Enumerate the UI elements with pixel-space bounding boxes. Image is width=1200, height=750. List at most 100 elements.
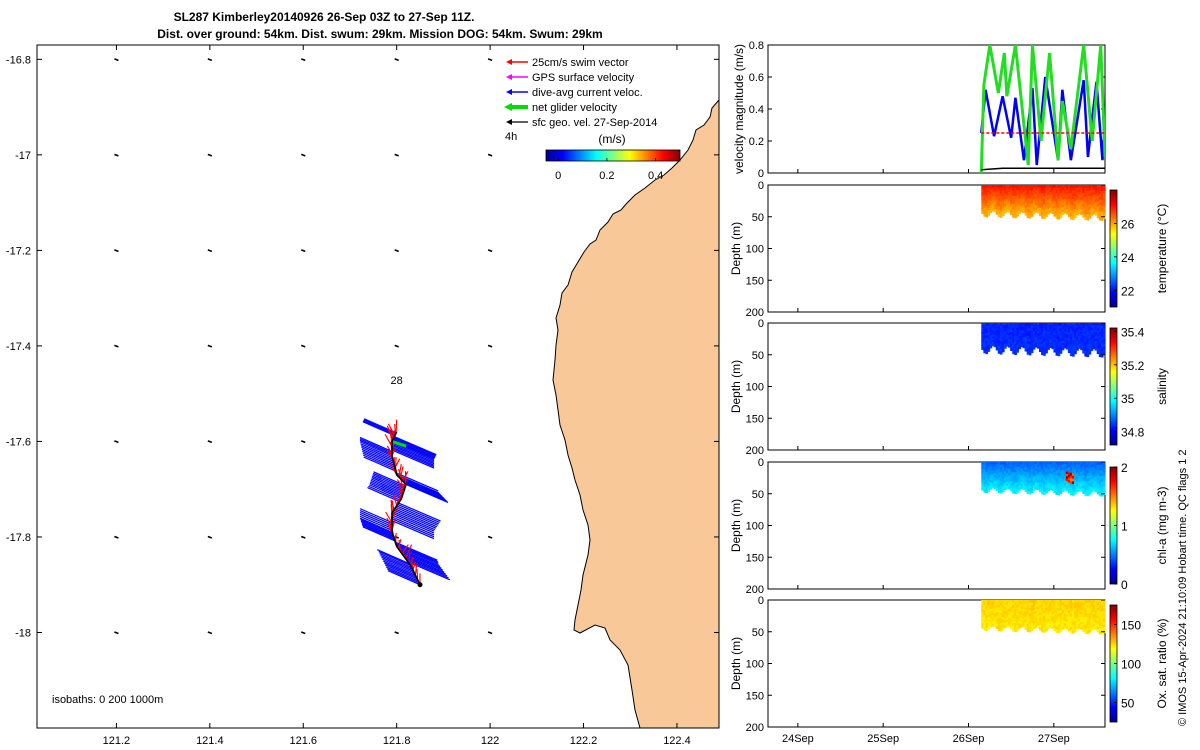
- swim-vector: [401, 544, 409, 554]
- section-cell: [1072, 613, 1075, 618]
- section-cell: [1008, 209, 1011, 213]
- section-cell: [1024, 600, 1028, 604]
- section-cell: [1045, 327, 1048, 332]
- section-cell: [1051, 621, 1055, 625]
- section-cell: [985, 185, 989, 189]
- section-cell: [1078, 331, 1081, 335]
- section-cell: [1072, 336, 1075, 341]
- section-cell: [1010, 212, 1013, 216]
- dive-avg-vector: [359, 508, 393, 524]
- section-cell: [993, 613, 997, 616]
- section-cell: [1098, 473, 1102, 477]
- section-cell: [981, 206, 984, 210]
- section-cell: [1057, 333, 1061, 338]
- section-cell: [989, 329, 993, 332]
- section-cell: [1067, 610, 1071, 614]
- section-cell: [1090, 200, 1094, 204]
- section-cell: [1039, 486, 1042, 490]
- section-cell: [1082, 485, 1085, 489]
- time-axis: 24Sep 25Sep 26Sep 27Sep: [782, 733, 1070, 745]
- section-cell: [1059, 475, 1063, 479]
- section-cell: [1059, 203, 1063, 207]
- section-cell: [1084, 473, 1088, 477]
- sfc-geo-arrow: [394, 58, 399, 62]
- section-cell: [1102, 328, 1106, 332]
- coastline-land: [552, 99, 719, 728]
- section-cell: [1072, 470, 1075, 474]
- section-cell: [1059, 615, 1063, 619]
- time-tick-label: 24Sep: [782, 733, 814, 745]
- section-cell: [1092, 612, 1096, 616]
- section-cell: [1010, 466, 1013, 470]
- dive-avg-vector: [391, 516, 435, 536]
- section-cell: [1012, 323, 1015, 327]
- section-cell: [991, 470, 995, 474]
- section-cell: [1065, 209, 1069, 213]
- section-cell: [1090, 185, 1094, 189]
- section-cell: [1102, 472, 1106, 477]
- section-cell: [1043, 207, 1046, 211]
- section-cell: [1061, 607, 1065, 611]
- section-cell: [1010, 602, 1013, 606]
- section-cell: [1022, 606, 1026, 610]
- section-cell: [1032, 464, 1036, 468]
- section-cell: [1045, 192, 1048, 197]
- section-cell: [1016, 185, 1020, 189]
- section-cell: [1078, 323, 1081, 326]
- section-cell: [1030, 340, 1034, 344]
- section-cell: [1057, 464, 1061, 469]
- section-cell: [1020, 486, 1024, 490]
- section-cell: [1030, 323, 1034, 327]
- section-cell: [1022, 484, 1026, 488]
- section-cell: [983, 345, 987, 349]
- section-cell: [987, 197, 991, 201]
- section-cell: [1059, 490, 1063, 494]
- section-cell: [1053, 192, 1057, 196]
- section-cell: [1074, 201, 1077, 205]
- section-cell: [1063, 618, 1067, 622]
- section-cell: [983, 342, 987, 346]
- section-cell: [1076, 189, 1079, 194]
- section-cell: [1045, 337, 1048, 342]
- section-cell: [1045, 203, 1048, 207]
- section-cell: [1006, 604, 1009, 608]
- section-cell: [1063, 609, 1067, 613]
- section-cell: [999, 474, 1003, 479]
- section-cell: [1012, 348, 1015, 352]
- section-colorbar-label: Ox. sat. ratio (%): [1155, 618, 1169, 708]
- section-cell: [1022, 323, 1026, 326]
- section-cell: [1020, 330, 1024, 334]
- section-cell: [1090, 323, 1094, 326]
- section-cell: [1018, 487, 1022, 491]
- section-cell: [1010, 192, 1013, 196]
- section-cell: [991, 189, 995, 193]
- section-cell: [985, 462, 989, 466]
- section-cell: [1057, 613, 1061, 617]
- section-cell: [987, 474, 991, 478]
- section-cell: [1088, 185, 1092, 189]
- section-cell: [1041, 201, 1044, 205]
- section-cell: [1088, 328, 1092, 332]
- dive-avg-vector: [395, 506, 438, 526]
- section-cell: [995, 626, 999, 630]
- section-cell: [999, 485, 1003, 489]
- section-cell: [1053, 615, 1057, 619]
- section-cell: [1086, 185, 1090, 189]
- section-cell: [1061, 462, 1065, 466]
- section-cell: [1053, 617, 1057, 621]
- section-cell: [1059, 325, 1063, 329]
- section-cell: [1098, 625, 1102, 629]
- dive-avg-vector: [362, 421, 396, 437]
- section-cell: [1076, 486, 1079, 490]
- dive-avg-vector: [395, 544, 439, 564]
- section-cell: [1086, 473, 1090, 477]
- map-panel: 121.2 121.4 121.6 121.8 122 122.2 122.4-16.8-1…: [6, 44, 720, 747]
- section-cell: [1028, 215, 1032, 219]
- section-cell: [991, 615, 995, 618]
- section-cell: [1094, 609, 1098, 613]
- section-cell: [1053, 342, 1057, 346]
- section-cell: [1045, 602, 1048, 606]
- section-cell: [1078, 203, 1081, 207]
- section-cell: [997, 462, 1001, 466]
- section-cell: [1055, 341, 1059, 345]
